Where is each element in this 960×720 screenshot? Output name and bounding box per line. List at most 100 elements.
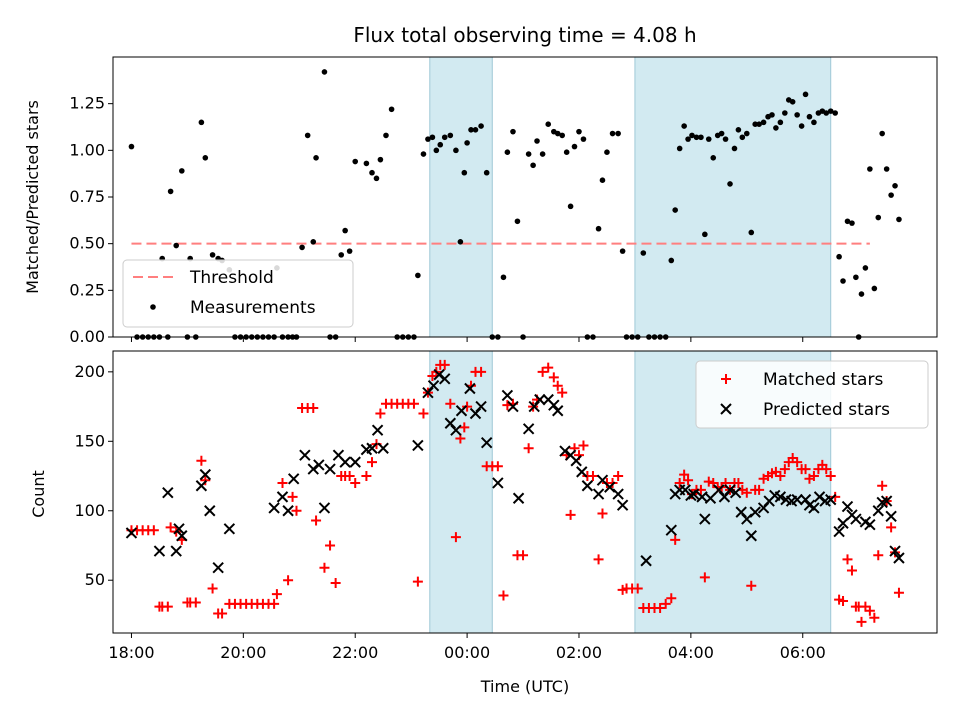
matched-point <box>565 509 576 520</box>
matched-point <box>842 554 853 565</box>
predicted-point <box>366 442 378 454</box>
measurement-point <box>369 169 375 176</box>
measurement-point <box>858 291 865 297</box>
predicted-point <box>885 510 897 523</box>
matched-point <box>893 587 904 598</box>
matched-point <box>864 605 875 616</box>
matched-point <box>775 471 786 482</box>
measurement-point <box>681 123 687 129</box>
matched-point <box>308 402 319 413</box>
predicted-point <box>507 400 519 413</box>
measurement-point <box>604 149 610 155</box>
matched-point <box>492 461 503 472</box>
predicted-point <box>282 505 294 517</box>
predicted-point <box>212 562 224 574</box>
measurement-point <box>478 123 484 129</box>
measurement-point <box>727 181 733 187</box>
matched-point <box>808 471 819 482</box>
predicted-point <box>324 463 336 475</box>
measurement-point <box>840 278 846 284</box>
measurement-point <box>760 119 767 126</box>
measurement-point <box>615 130 621 137</box>
legend-predicted-label: Predicted stars <box>763 400 890 420</box>
measurement-point <box>849 220 855 226</box>
predicted-point <box>640 555 652 567</box>
measurement-point <box>559 132 566 139</box>
matched-point <box>557 387 568 398</box>
measurement-point <box>571 143 578 150</box>
measurement-point <box>619 248 626 254</box>
measurement-point <box>346 248 353 254</box>
observing-window-1 <box>429 350 493 634</box>
matched-point <box>325 540 336 551</box>
matched-point <box>291 505 302 516</box>
measurement-point <box>576 128 582 135</box>
measurement-point <box>883 166 890 172</box>
measurement-point <box>464 140 470 146</box>
y-tick-label: 0.00 <box>69 327 105 346</box>
legend-matched-label: Matched stars <box>763 370 883 390</box>
matched-point <box>207 583 218 594</box>
predicted-point <box>307 463 319 475</box>
measurement-point <box>744 130 750 137</box>
measurement-point <box>676 145 683 152</box>
predicted-point <box>741 513 753 525</box>
predicted-point <box>339 456 351 468</box>
matched-point <box>741 487 752 498</box>
bottom-legend: Matched stars Predicted stars <box>695 360 929 429</box>
matched-point <box>196 455 207 466</box>
matched-point <box>408 398 419 409</box>
matched-point <box>703 476 714 487</box>
measurement-point <box>468 127 474 133</box>
y-tick-label: 1.25 <box>69 94 105 113</box>
x-tick-label: 04:00 <box>668 643 714 662</box>
matched-point <box>754 484 765 495</box>
matched-point <box>518 550 529 561</box>
measurement-point <box>534 138 540 144</box>
predicted-point <box>808 502 820 514</box>
legend-box <box>695 360 929 429</box>
matched-point <box>746 580 757 591</box>
measurement-point <box>811 119 817 126</box>
predicted-point <box>665 524 677 536</box>
measurement-point <box>794 112 800 118</box>
predicted-point <box>552 405 564 417</box>
predicted-point <box>791 493 803 506</box>
legend-threshold-label: Threshold <box>189 268 274 288</box>
matched-point <box>825 471 836 482</box>
measurement-point <box>798 123 805 129</box>
predicted-point <box>318 502 331 514</box>
measurement-point <box>179 168 185 174</box>
measurement-point <box>599 177 606 183</box>
measurement-point <box>739 134 746 141</box>
matched-point <box>873 550 884 561</box>
measurement-point <box>718 130 725 137</box>
measurement-point <box>457 239 464 245</box>
y-tick-label: 100 <box>74 501 105 520</box>
predicted-point <box>371 424 384 436</box>
measurement-point <box>563 149 570 155</box>
predicted-point <box>799 493 812 506</box>
measurement-point <box>352 158 359 165</box>
measurement-point <box>871 285 878 292</box>
y-tick-label: 50 <box>85 570 105 589</box>
predicted-point <box>299 449 311 461</box>
predicted-point <box>176 530 188 542</box>
matched-point <box>190 597 201 608</box>
matched-point <box>165 522 176 533</box>
matched-point <box>162 601 173 612</box>
measurement-point <box>769 112 775 118</box>
legend-predicted-swatch <box>720 403 732 415</box>
matched-point <box>830 491 841 502</box>
legend-measurement-swatch <box>150 304 156 310</box>
predicted-point <box>559 445 571 457</box>
predicted-point <box>612 488 624 500</box>
matched-point <box>543 362 554 373</box>
matched-point <box>597 508 608 519</box>
predicted-point <box>450 424 462 436</box>
predicted-point <box>501 389 514 402</box>
y-tick-label: 0.75 <box>69 187 105 206</box>
matched-point <box>523 443 534 454</box>
predicted-point <box>433 368 445 381</box>
measurement-point <box>836 253 842 260</box>
